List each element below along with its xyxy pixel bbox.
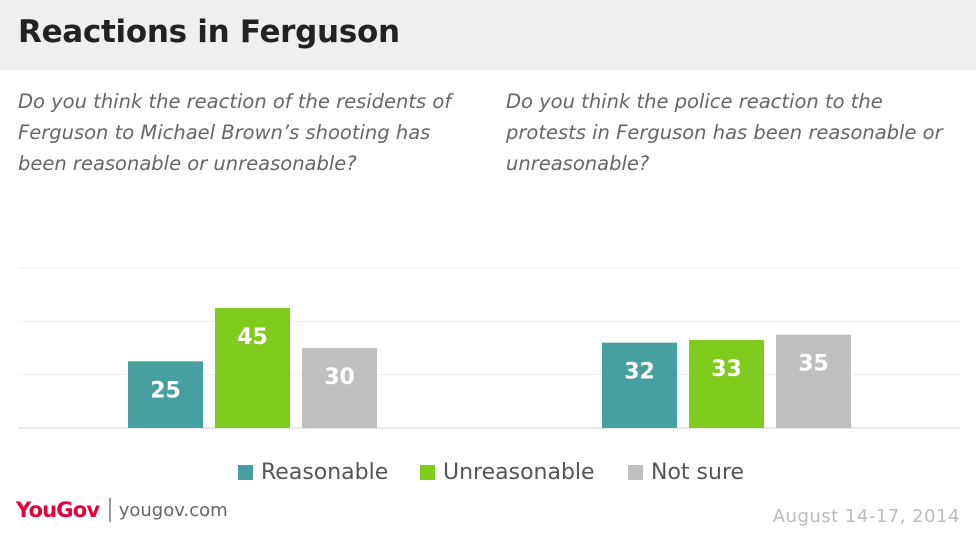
data-label-chart1-not-sure: 30 (324, 365, 355, 390)
legend-swatch-not-sure (628, 465, 643, 480)
bar-chart1-unreasonable (215, 308, 290, 428)
question-1: Do you think the reaction of the residen… (18, 90, 452, 175)
legend-swatch-unreasonable (420, 465, 435, 480)
question-2: Do you think the police reaction to the … (506, 90, 943, 175)
site-link[interactable]: yougov.com (118, 499, 228, 521)
data-label-chart1-reasonable: 25 (150, 378, 181, 403)
logo-divider (109, 498, 111, 522)
bar-chart2-reasonable (602, 342, 677, 428)
bar-chart1-not-sure (302, 348, 377, 428)
yougov-logo: YouGov (16, 498, 100, 522)
survey-date: August 14-17, 2014 (772, 506, 960, 527)
data-label-chart2-not-sure: 35 (798, 352, 829, 377)
bar-chart2-not-sure (776, 334, 851, 428)
legend-label-reasonable: Reasonable (261, 460, 389, 485)
legend-item-reasonable: Reasonable (238, 460, 388, 485)
legend-item-unreasonable: Unreasonable (420, 460, 595, 485)
data-label-chart2-unreasonable: 33 (711, 357, 742, 382)
data-label-chart1-unreasonable: 45 (237, 325, 268, 350)
legend-label-not-sure: Not sure (651, 460, 745, 485)
bar-chart2-unreasonable (689, 340, 764, 428)
legend: Reasonable Unreasonable Not sure (0, 460, 976, 490)
legend-item-not-sure: Not sure (628, 460, 744, 485)
brand: YouGov yougov.com (16, 498, 228, 522)
page-title: Reactions in Ferguson (18, 14, 400, 50)
data-label-chart2-reasonable: 32 (624, 360, 655, 385)
bar-chart1-reasonable (128, 361, 203, 428)
legend-swatch-reasonable (238, 465, 253, 480)
header-bar: Reactions in Ferguson (0, 0, 976, 70)
legend-label-unreasonable: Unreasonable (443, 460, 595, 485)
